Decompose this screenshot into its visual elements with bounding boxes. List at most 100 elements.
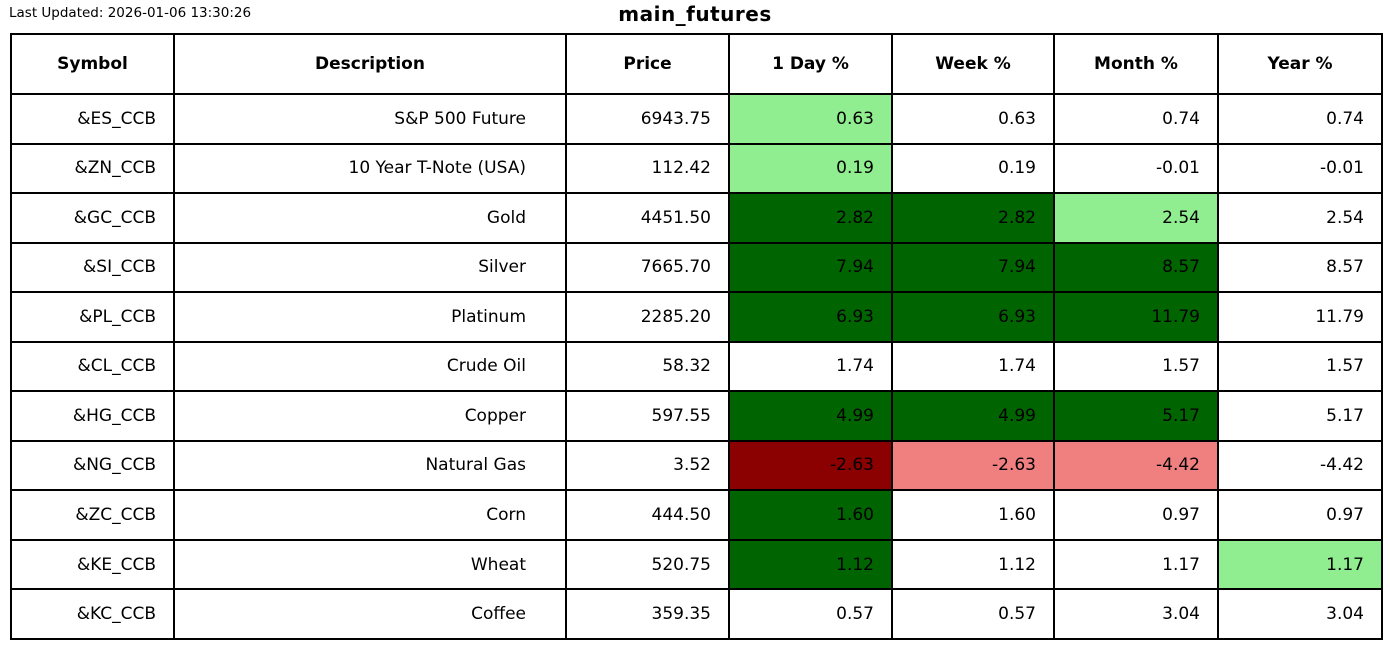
table-row: &PL_CCB Platinum 2285.20 6.93 6.93 11.79… xyxy=(10,291,1383,343)
week-pct-cell: 1.12 xyxy=(891,538,1055,591)
description-cell: Platinum xyxy=(173,291,567,343)
month-pct-cell: 3.04 xyxy=(1053,588,1219,640)
day-pct-cell: 4.99 xyxy=(728,390,893,442)
year-pct-cell: 11.79 xyxy=(1217,291,1383,343)
symbol-cell: &PL_CCB xyxy=(10,291,175,343)
col-header-day-pct: 1 Day % xyxy=(728,33,893,95)
table-row: &ZC_CCB Corn 444.50 1.60 1.60 0.97 0.97 xyxy=(10,489,1383,541)
table-row: &KE_CCB Wheat 520.75 1.12 1.12 1.17 1.17 xyxy=(10,538,1383,591)
table-row: &ES_CCB S&P 500 Future 6943.75 0.63 0.63… xyxy=(10,93,1383,145)
price-cell: 58.32 xyxy=(565,340,730,393)
month-pct-cell: 8.57 xyxy=(1053,241,1219,294)
year-pct-cell: 5.17 xyxy=(1217,390,1383,442)
table-row: &CL_CCB Crude Oil 58.32 1.74 1.74 1.57 1… xyxy=(10,340,1383,393)
symbol-cell: &KE_CCB xyxy=(10,538,175,591)
col-header-year-pct: Year % xyxy=(1217,33,1383,95)
week-pct-cell: 7.94 xyxy=(891,241,1055,294)
year-pct-cell: 1.57 xyxy=(1217,340,1383,393)
price-cell: 4451.50 xyxy=(565,192,730,244)
week-pct-cell: 0.19 xyxy=(891,142,1055,195)
symbol-cell: &GC_CCB xyxy=(10,192,175,244)
description-cell: Silver xyxy=(173,241,567,294)
symbol-cell: &HG_CCB xyxy=(10,390,175,442)
day-pct-cell: 7.94 xyxy=(728,241,893,294)
price-cell: 359.35 xyxy=(565,588,730,640)
col-header-month-pct: Month % xyxy=(1053,33,1219,95)
last-updated-text: Last Updated: 2026-01-06 13:30:26 xyxy=(9,5,252,21)
futures-table: Symbol Description Price 1 Day % Week % … xyxy=(10,33,1383,640)
description-cell: Crude Oil xyxy=(173,340,567,393)
day-pct-cell: 0.19 xyxy=(728,142,893,195)
year-pct-cell: 2.54 xyxy=(1217,192,1383,244)
symbol-cell: &ZC_CCB xyxy=(10,489,175,541)
table-row: &ZN_CCB 10 Year T-Note (USA) 112.42 0.19… xyxy=(10,142,1383,195)
week-pct-cell: 1.74 xyxy=(891,340,1055,393)
month-pct-cell: 1.17 xyxy=(1053,538,1219,591)
week-pct-cell: 0.63 xyxy=(891,93,1055,145)
col-header-symbol: Symbol xyxy=(10,33,175,95)
symbol-cell: &NG_CCB xyxy=(10,439,175,492)
price-cell: 520.75 xyxy=(565,538,730,591)
description-cell: S&P 500 Future xyxy=(173,93,567,145)
table-row: &KC_CCB Coffee 359.35 0.57 0.57 3.04 3.0… xyxy=(10,588,1383,640)
day-pct-cell: 0.57 xyxy=(728,588,893,640)
col-header-price: Price xyxy=(565,33,730,95)
year-pct-cell: 1.17 xyxy=(1217,538,1383,591)
description-cell: Coffee xyxy=(173,588,567,640)
day-pct-cell: 1.74 xyxy=(728,340,893,393)
symbol-cell: &SI_CCB xyxy=(10,241,175,294)
col-header-week-pct: Week % xyxy=(891,33,1055,95)
futures-table-body: &ES_CCB S&P 500 Future 6943.75 0.63 0.63… xyxy=(10,93,1383,640)
month-pct-cell: -4.42 xyxy=(1053,439,1219,492)
description-cell: 10 Year T-Note (USA) xyxy=(173,142,567,195)
table-row: &HG_CCB Copper 597.55 4.99 4.99 5.17 5.1… xyxy=(10,390,1383,442)
symbol-cell: &ES_CCB xyxy=(10,93,175,145)
week-pct-cell: 1.60 xyxy=(891,489,1055,541)
price-cell: 7665.70 xyxy=(565,241,730,294)
price-cell: 3.52 xyxy=(565,439,730,492)
month-pct-cell: -0.01 xyxy=(1053,142,1219,195)
futures-table-header: Symbol Description Price 1 Day % Week % … xyxy=(10,33,1383,95)
description-cell: Wheat xyxy=(173,538,567,591)
year-pct-cell: 0.74 xyxy=(1217,93,1383,145)
description-cell: Gold xyxy=(173,192,567,244)
description-cell: Natural Gas xyxy=(173,439,567,492)
symbol-cell: &CL_CCB xyxy=(10,340,175,393)
year-pct-cell: 8.57 xyxy=(1217,241,1383,294)
week-pct-cell: -2.63 xyxy=(891,439,1055,492)
price-cell: 444.50 xyxy=(565,489,730,541)
description-cell: Corn xyxy=(173,489,567,541)
month-pct-cell: 1.57 xyxy=(1053,340,1219,393)
day-pct-cell: 0.63 xyxy=(728,93,893,145)
table-row: &GC_CCB Gold 4451.50 2.82 2.82 2.54 2.54 xyxy=(10,192,1383,244)
year-pct-cell: 3.04 xyxy=(1217,588,1383,640)
month-pct-cell: 11.79 xyxy=(1053,291,1219,343)
year-pct-cell: -4.42 xyxy=(1217,439,1383,492)
table-row: &NG_CCB Natural Gas 3.52 -2.63 -2.63 -4.… xyxy=(10,439,1383,492)
symbol-cell: &KC_CCB xyxy=(10,588,175,640)
day-pct-cell: 6.93 xyxy=(728,291,893,343)
page-title: main_futures xyxy=(618,2,772,26)
month-pct-cell: 5.17 xyxy=(1053,390,1219,442)
week-pct-cell: 4.99 xyxy=(891,390,1055,442)
week-pct-cell: 2.82 xyxy=(891,192,1055,244)
week-pct-cell: 6.93 xyxy=(891,291,1055,343)
month-pct-cell: 0.97 xyxy=(1053,489,1219,541)
price-cell: 112.42 xyxy=(565,142,730,195)
price-cell: 6943.75 xyxy=(565,93,730,145)
price-cell: 597.55 xyxy=(565,390,730,442)
month-pct-cell: 2.54 xyxy=(1053,192,1219,244)
col-header-description: Description xyxy=(173,33,567,95)
day-pct-cell: -2.63 xyxy=(728,439,893,492)
week-pct-cell: 0.57 xyxy=(891,588,1055,640)
day-pct-cell: 1.12 xyxy=(728,538,893,591)
price-cell: 2285.20 xyxy=(565,291,730,343)
description-cell: Copper xyxy=(173,390,567,442)
day-pct-cell: 2.82 xyxy=(728,192,893,244)
header-row: Symbol Description Price 1 Day % Week % … xyxy=(10,33,1383,95)
month-pct-cell: 0.74 xyxy=(1053,93,1219,145)
symbol-cell: &ZN_CCB xyxy=(10,142,175,195)
year-pct-cell: 0.97 xyxy=(1217,489,1383,541)
day-pct-cell: 1.60 xyxy=(728,489,893,541)
table-row: &SI_CCB Silver 7665.70 7.94 7.94 8.57 8.… xyxy=(10,241,1383,294)
